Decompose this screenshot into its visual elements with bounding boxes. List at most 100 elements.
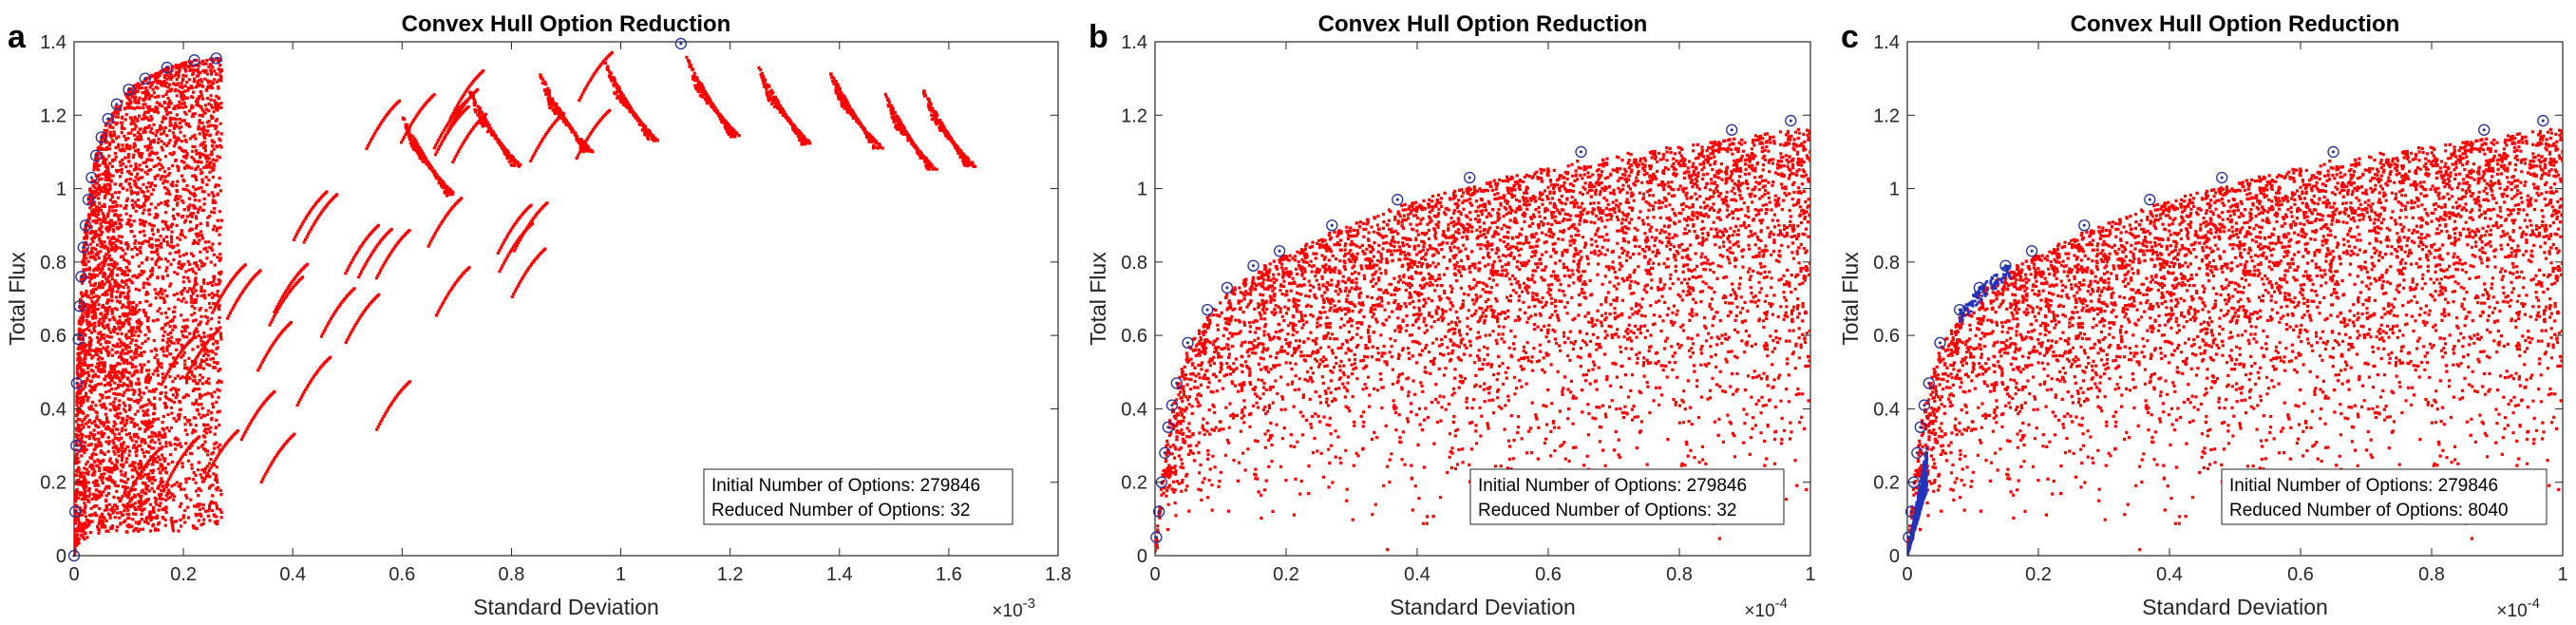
x-tick-label: 0.6: [2287, 564, 2314, 585]
hull-point: [1575, 145, 1587, 159]
hull-point-center: [2030, 249, 2034, 253]
hull-point-center: [1923, 404, 1926, 407]
y-tick-label: 1.2: [1873, 105, 1900, 126]
hull-point: [1914, 421, 1926, 433]
chart-panel-c: 0 0.2 0.4 0.6 0.8 1 0 0.2 0.4 0.6 0.8 1 1.2 1.4 Convex…: [1838, 11, 2568, 621]
hull-point: [1170, 377, 1183, 389]
hull-point: [73, 300, 85, 312]
hull-point: [161, 61, 173, 74]
x-axis-label: Standard Deviation: [473, 595, 659, 619]
hull-point-center: [78, 304, 82, 308]
hull-point: [1934, 336, 1946, 350]
y-tick-label: 0.8: [40, 253, 66, 274]
hull-point-center: [94, 154, 98, 158]
hull-point: [70, 377, 84, 389]
hull-point-center: [2082, 223, 2086, 227]
hull-point-center: [2541, 119, 2545, 123]
chart-title: Convex Hull Option Reduction: [2071, 11, 2400, 37]
y-tick-label: 1.4: [1873, 32, 1900, 53]
hull-point: [77, 241, 89, 254]
y-axis-label: Total Flux: [1838, 252, 1863, 346]
hull-point: [188, 54, 200, 66]
y-tick-label: 0: [56, 546, 66, 567]
x-tick-label: 0.6: [1535, 564, 1562, 585]
hull-point: [95, 131, 107, 143]
y-tick-label: 1.4: [40, 32, 66, 53]
x-tick-label: 1: [1805, 564, 1815, 585]
hull-point: [1999, 259, 2012, 272]
hull-point: [85, 171, 98, 184]
hull-point-center: [1175, 381, 1179, 385]
hull-point: [79, 219, 92, 232]
hull-point: [2327, 145, 2339, 159]
hull-point-center: [143, 77, 147, 81]
y-tick-label: 0.6: [40, 326, 66, 347]
chart-title: Convex Hull Option Reduction: [402, 11, 731, 37]
x-tick-label: 0.8: [2418, 564, 2445, 585]
hull-point-center: [100, 135, 104, 139]
x-axis-multiplier: ×10-4: [2496, 596, 2540, 621]
x-tick-label: 0.4: [279, 564, 306, 585]
hull-point: [1326, 219, 1338, 232]
x-tick-label: 0.8: [499, 564, 525, 585]
y-tick-label: 0.6: [1873, 326, 1900, 347]
hull-point-center: [79, 275, 83, 278]
hull-point-center: [75, 381, 79, 385]
hull-point-center: [1468, 176, 1471, 180]
x-tick-label: 0: [68, 564, 79, 585]
hull-point-center: [84, 223, 87, 227]
hull-point-center: [2482, 128, 2486, 132]
hull-point: [1785, 114, 1797, 127]
hull-point: [1392, 194, 1404, 206]
reduced-options-text: Reduced Number of Options: 32: [1478, 501, 1737, 521]
hull-point-center: [1170, 404, 1174, 407]
hull-point: [1202, 303, 1214, 316]
x-tick-label: 0.2: [1273, 564, 1299, 585]
hull-point-center: [679, 42, 683, 46]
hull-point: [1726, 123, 1738, 136]
hull-point: [1221, 281, 1234, 294]
annotation-box: Initial Number of Options: 279846 Reduced…: [1469, 468, 1785, 525]
panel-label: c: [1841, 19, 1859, 55]
hull-point-center: [1278, 249, 1281, 253]
hull-point-center: [1978, 286, 1981, 290]
chart-panel-a: 0 0.2 0.4 0.6 0.8 1 1.2 1.4 1.6 1.8 0 0.2 0.4 0.6 0.8 1…: [5, 11, 1071, 621]
reduced-options-text: Reduced Number of Options: 8040: [2229, 501, 2509, 521]
hull-point: [72, 332, 85, 346]
hull-point: [123, 84, 135, 96]
hull-point: [139, 72, 151, 85]
hull-point-center: [2220, 176, 2224, 180]
hull-point-center: [165, 66, 169, 69]
hull-point: [2025, 245, 2038, 257]
y-tick-label: 0.4: [40, 399, 66, 420]
hull-point: [82, 194, 95, 206]
y-tick-label: 0.8: [1873, 253, 1900, 274]
hull-point-center: [2004, 264, 2007, 268]
x-tick-label: 1: [2557, 564, 2567, 585]
chart-title: Convex Hull Option Reduction: [1318, 11, 1648, 37]
y-tick-label: 1.2: [40, 105, 66, 126]
hull-point-center: [1909, 510, 1913, 514]
y-tick-label: 0.2: [1873, 473, 1900, 494]
x-tick-label: 0.2: [2025, 564, 2052, 585]
hull-point-center: [1225, 286, 1229, 290]
hull-point: [89, 149, 103, 161]
hull-point-center: [2332, 150, 2335, 154]
x-axis-label: Standard Deviation: [1390, 595, 1576, 619]
hull-point-center: [1154, 536, 1158, 540]
hull-point-center: [215, 56, 218, 60]
hull-point: [2537, 114, 2549, 127]
hull-point: [2216, 171, 2228, 184]
hull-point-center: [1186, 341, 1189, 345]
panel-label: b: [1089, 19, 1108, 55]
hull-point-center: [1958, 308, 1961, 312]
x-tick-label: 0: [1902, 564, 1912, 585]
y-tick-label: 0: [1889, 546, 1900, 567]
initial-options-text: Initial Number of Options: 279846: [2229, 476, 2498, 496]
y-tick-label: 0.4: [1873, 399, 1900, 420]
y-tick-label: 0.8: [1121, 253, 1147, 274]
hull-point-center: [82, 245, 85, 249]
scatter-cloud-series: [1155, 127, 1810, 553]
hull-point: [1152, 505, 1165, 518]
hull-point: [1247, 259, 1260, 272]
